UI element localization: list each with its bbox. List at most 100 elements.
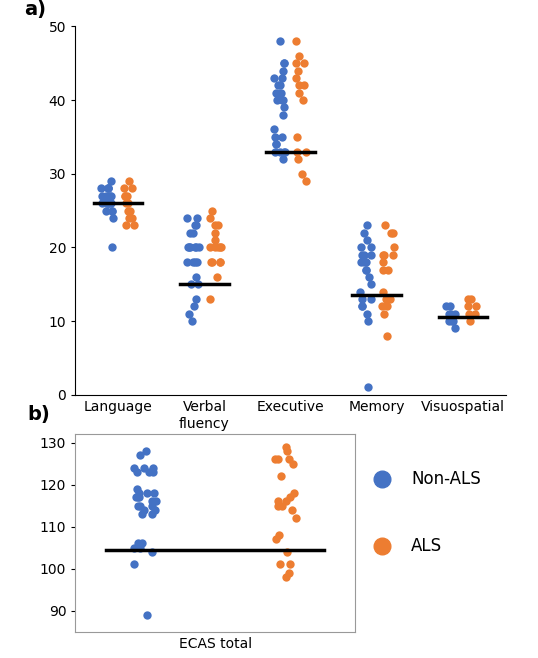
Point [136, 450, 145, 461]
Point [383, 301, 391, 312]
Point [103, 198, 112, 209]
Point [103, 183, 112, 193]
Point [107, 242, 116, 253]
Point [274, 496, 282, 507]
Point [193, 257, 201, 267]
Point [292, 72, 301, 83]
Point [357, 293, 366, 304]
Point [270, 124, 278, 135]
Point [187, 316, 196, 326]
Point [124, 176, 133, 186]
Point [379, 249, 388, 260]
Point [286, 492, 294, 503]
Point [136, 501, 145, 511]
Point [281, 442, 290, 452]
Point [192, 293, 200, 304]
Point [380, 309, 388, 319]
Point [189, 301, 198, 312]
Point [105, 191, 114, 201]
Point [142, 446, 151, 457]
Point [148, 509, 157, 519]
Point [152, 496, 160, 507]
Point [288, 459, 297, 469]
Point [211, 235, 220, 245]
Point [282, 446, 291, 457]
Point [102, 191, 110, 201]
Point [292, 58, 300, 68]
Point [270, 72, 278, 83]
Point [190, 257, 199, 267]
Point [447, 309, 455, 319]
Point [360, 257, 369, 267]
Point [292, 132, 301, 142]
Point [189, 228, 197, 238]
Point [278, 132, 287, 142]
Point [211, 220, 220, 230]
Point [384, 265, 393, 275]
Point [465, 309, 473, 319]
Point [207, 257, 216, 267]
Point [275, 80, 284, 91]
Point [194, 242, 203, 253]
Point [134, 492, 143, 503]
Point [367, 249, 376, 260]
Point [291, 513, 300, 524]
Point [137, 509, 146, 519]
Point [216, 257, 224, 267]
Point [123, 198, 132, 209]
Point [130, 463, 138, 473]
Point [359, 249, 368, 260]
Point [121, 191, 130, 201]
Point [289, 488, 298, 498]
Point [471, 309, 479, 319]
Point [363, 309, 371, 319]
Point [148, 496, 157, 507]
Point [122, 198, 130, 209]
Point [466, 316, 475, 326]
Point [128, 183, 137, 193]
Point [108, 205, 117, 216]
Point [444, 309, 453, 319]
Point [134, 492, 143, 503]
Point [379, 286, 387, 297]
Point [278, 95, 286, 105]
Point [128, 213, 136, 223]
Point [123, 191, 131, 201]
Point [283, 547, 292, 557]
Point [103, 183, 112, 193]
Point [358, 301, 366, 312]
Point [298, 168, 306, 179]
Point [363, 382, 372, 393]
Point [147, 547, 156, 557]
Point [106, 198, 115, 209]
Point [190, 220, 199, 230]
Point [213, 272, 222, 282]
Point [206, 293, 214, 304]
Point [148, 463, 157, 473]
Point [126, 205, 134, 216]
Point [386, 293, 394, 304]
Point [133, 538, 142, 549]
Point [130, 559, 139, 570]
Point [390, 242, 398, 253]
Point [97, 183, 105, 193]
Point [278, 154, 287, 164]
Point [280, 58, 288, 68]
Point [356, 286, 365, 297]
Point [464, 301, 473, 312]
Point [272, 139, 281, 149]
Point [148, 467, 157, 477]
Point [192, 272, 200, 282]
Point [138, 538, 147, 549]
Point [216, 257, 225, 267]
Point [360, 228, 369, 238]
Point [294, 154, 302, 164]
Point [139, 505, 148, 515]
Point [130, 542, 138, 553]
Point [299, 95, 307, 105]
Point [192, 220, 201, 230]
Point [387, 228, 395, 238]
Point [143, 609, 152, 620]
Point [151, 505, 159, 515]
Point [362, 265, 370, 275]
